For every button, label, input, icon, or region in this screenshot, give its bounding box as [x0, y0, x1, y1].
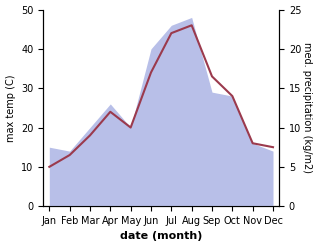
- Y-axis label: max temp (C): max temp (C): [5, 74, 16, 142]
- X-axis label: date (month): date (month): [120, 231, 202, 242]
- Y-axis label: med. precipitation (kg/m2): med. precipitation (kg/m2): [302, 42, 313, 173]
